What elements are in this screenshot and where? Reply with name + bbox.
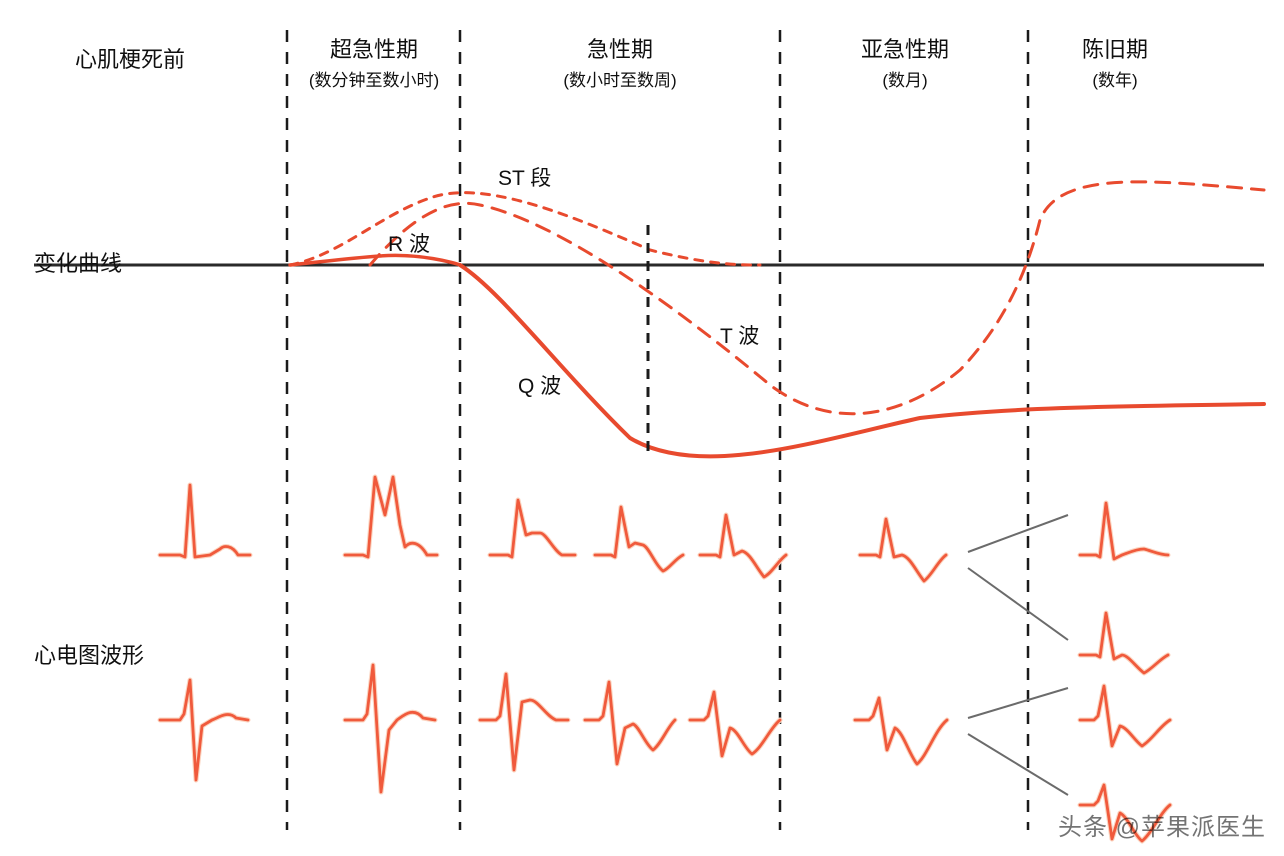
phase-header-1: 超急性期 (数分钟至数小时): [295, 32, 453, 91]
connector-3: [968, 734, 1068, 795]
row2-ecg-3: [585, 682, 675, 764]
row2-ecg-2: [480, 674, 568, 770]
row2-ecg-5: [855, 698, 947, 764]
row1-ecg-5: [860, 519, 946, 581]
phase-title-2: 急性期: [540, 32, 700, 64]
curve-label-q: Q 波: [518, 370, 561, 400]
connector-2: [968, 688, 1068, 718]
phase-header-2: 急性期 (数小时至数周): [540, 32, 700, 91]
curve-label-t: T 波: [720, 320, 759, 350]
curve-t: [370, 182, 1264, 414]
row-label-ecg: 心电图波形: [34, 638, 144, 670]
phase-title-0: 心肌梗死前: [60, 42, 200, 74]
row2-ecg-6: [1080, 686, 1170, 746]
phase-sub-4: (数年): [1060, 66, 1170, 91]
row1-ecg-6: [1080, 503, 1168, 559]
phase-header-4: 陈旧期 (数年): [1060, 32, 1170, 91]
connector-0: [968, 515, 1068, 552]
row1-ecg-7: [1080, 613, 1168, 673]
curve-label-st: ST 段: [498, 162, 551, 192]
phase-sub-3: (数月): [855, 66, 955, 91]
diagram-canvas: 心肌梗死前 超急性期 (数分钟至数小时) 急性期 (数小时至数周) 亚急性期 (…: [0, 0, 1284, 856]
svg-layer: [0, 0, 1284, 856]
phase-sub-2: (数小时至数周): [540, 66, 700, 91]
phase-title-4: 陈旧期: [1060, 32, 1170, 64]
row2-ecg-1: [345, 665, 435, 792]
watermark-text: 头条 @苹果派医生: [1058, 807, 1266, 842]
row2-ecg-0: [160, 680, 248, 780]
phase-title-3: 亚急性期: [855, 32, 955, 64]
phase-sub-1: (数分钟至数小时): [295, 66, 453, 91]
phase-header-0: 心肌梗死前: [60, 42, 200, 74]
phase-title-1: 超急性期: [295, 32, 453, 64]
row1-ecg-0: [160, 485, 250, 557]
row1-ecg-3: [595, 507, 683, 571]
curve-st: [290, 193, 760, 265]
curve-q: [460, 265, 1264, 456]
connector-1: [968, 568, 1068, 640]
curve-label-r: R 波: [388, 228, 430, 258]
row1-ecg-1: [345, 477, 437, 557]
row-label-curves: 变化曲线: [34, 246, 122, 278]
phase-header-3: 亚急性期 (数月): [855, 32, 955, 91]
row1-ecg-4: [700, 515, 786, 577]
row2-ecg-4: [690, 692, 780, 756]
row1-ecg-2: [490, 500, 575, 557]
